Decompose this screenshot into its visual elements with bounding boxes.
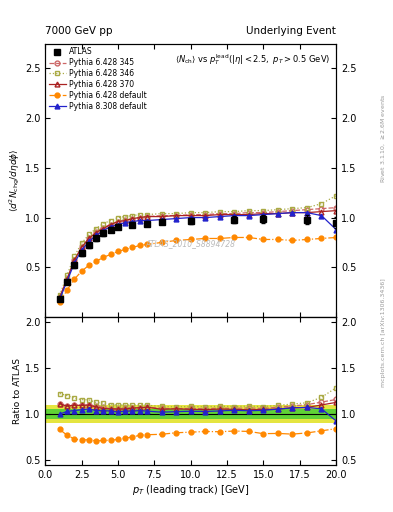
Text: Underlying Event: Underlying Event xyxy=(246,26,336,36)
Bar xyxy=(45,405,336,423)
Bar xyxy=(45,410,336,419)
Text: Rivet 3.1.10, $\geq$2.6M events: Rivet 3.1.10, $\geq$2.6M events xyxy=(379,93,387,183)
Text: mcplots.cern.ch [arXiv:1306.3436]: mcplots.cern.ch [arXiv:1306.3436] xyxy=(381,279,386,387)
Y-axis label: $\langle d^2 N_{\rm chg}/d\eta d\phi\rangle$: $\langle d^2 N_{\rm chg}/d\eta d\phi\ran… xyxy=(7,148,22,212)
Y-axis label: Ratio to ATLAS: Ratio to ATLAS xyxy=(13,358,22,424)
Text: $\langle N_{\rm ch}\rangle$ vs $p_T^{\rm lead}$($|\eta|<2.5,\ p_T>0.5$ GeV): $\langle N_{\rm ch}\rangle$ vs $p_T^{\rm… xyxy=(175,52,330,67)
Text: ATLAS_2010_S8894728: ATLAS_2010_S8894728 xyxy=(145,239,236,248)
Legend: ATLAS, Pythia 6.428 345, Pythia 6.428 346, Pythia 6.428 370, Pythia 6.428 defaul: ATLAS, Pythia 6.428 345, Pythia 6.428 34… xyxy=(48,46,148,113)
X-axis label: $p_T$ (leading track) [GeV]: $p_T$ (leading track) [GeV] xyxy=(132,482,249,497)
Text: 7000 GeV pp: 7000 GeV pp xyxy=(45,26,113,36)
